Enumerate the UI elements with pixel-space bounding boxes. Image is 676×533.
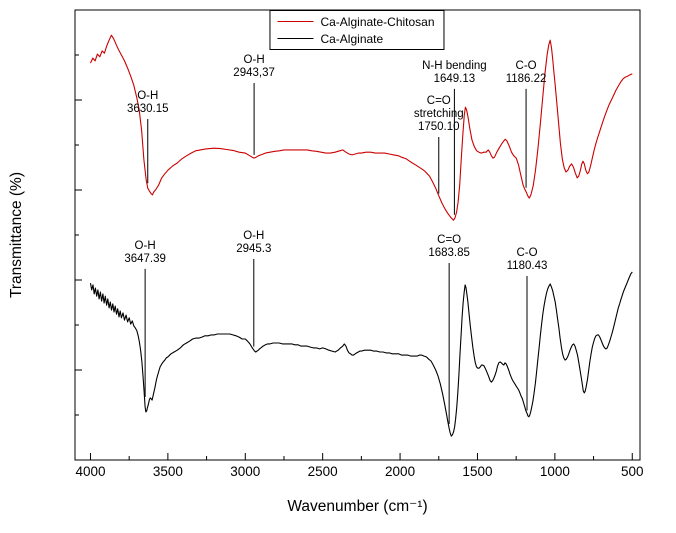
annotation-label: O-H 3647.39 — [124, 239, 166, 265]
plot-border — [74, 9, 641, 461]
x-tick-label: 3000 — [230, 464, 261, 479]
x-tick-label: 4000 — [75, 464, 106, 479]
spectrum-ca-alginate — [89, 271, 633, 437]
annotation-label: O-H 3630.15 — [126, 90, 169, 115]
annotation-label: C-O 1180.43 — [506, 247, 548, 273]
y-axis-title: Transmittance (%) — [8, 171, 25, 299]
legend-line-sample — [277, 38, 314, 39]
x-tick-label: 3500 — [152, 464, 183, 479]
x-tick-label: 1000 — [539, 464, 570, 479]
annotation-label: N-H bending 1649.13 — [422, 59, 487, 85]
x-tick-label: 500 — [620, 464, 644, 479]
x-tick-label: 1500 — [462, 464, 493, 479]
annotation-label: O-H 2945.3 — [236, 229, 272, 255]
x-axis-title: Wavenumber (cm⁻¹) — [287, 498, 428, 515]
legend: Ca-Alginate-Chitosan Ca-Alginate — [269, 10, 445, 50]
spectrum-ca-alginate-chitosan — [90, 34, 633, 221]
legend-item: Ca-Alginate — [277, 30, 434, 47]
legend-item: Ca-Alginate-Chitosan — [277, 13, 435, 30]
annotation-label: O-H 2943,37 — [233, 54, 275, 79]
legend-label: Ca-Alginate-Chitosan — [320, 14, 435, 29]
annotation-label: C=O 1683.85 — [428, 234, 470, 259]
x-tick-label: 2500 — [307, 464, 338, 479]
annotation-label: C-O 1186.22 — [505, 59, 547, 85]
legend-line-sample — [277, 21, 314, 22]
legend-label: Ca-Alginate — [320, 31, 384, 46]
x-tick-label: 2000 — [385, 464, 416, 479]
annotation-label: C=O stretching 1750.10 — [413, 95, 464, 133]
